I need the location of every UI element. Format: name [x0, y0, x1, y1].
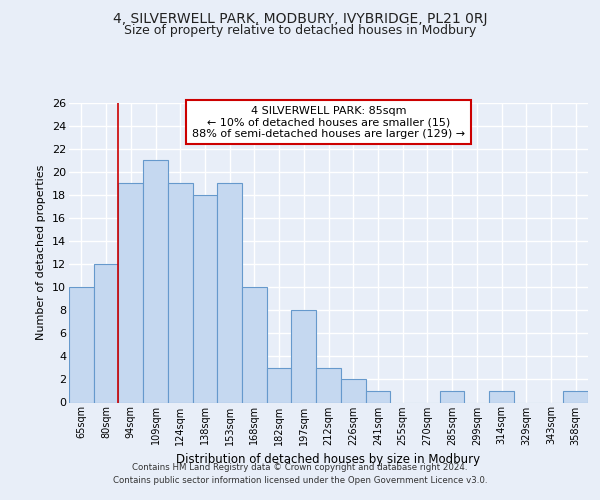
Text: Size of property relative to detached houses in Modbury: Size of property relative to detached ho… — [124, 24, 476, 37]
Text: Contains HM Land Registry data © Crown copyright and database right 2024.: Contains HM Land Registry data © Crown c… — [132, 462, 468, 471]
Bar — [94, 264, 118, 402]
Text: Contains public sector information licensed under the Open Government Licence v3: Contains public sector information licen… — [113, 476, 487, 485]
Bar — [341, 380, 365, 402]
Bar — [242, 287, 267, 403]
Bar — [193, 195, 217, 402]
Bar — [292, 310, 316, 402]
Bar — [365, 391, 390, 402]
Bar — [69, 287, 94, 403]
Bar — [489, 391, 514, 402]
Bar — [217, 184, 242, 402]
Bar — [563, 391, 588, 402]
Bar — [316, 368, 341, 402]
X-axis label: Distribution of detached houses by size in Modbury: Distribution of detached houses by size … — [176, 453, 481, 466]
Text: 4, SILVERWELL PARK, MODBURY, IVYBRIDGE, PL21 0RJ: 4, SILVERWELL PARK, MODBURY, IVYBRIDGE, … — [113, 12, 487, 26]
Bar — [143, 160, 168, 402]
Y-axis label: Number of detached properties: Number of detached properties — [37, 165, 46, 340]
Bar — [118, 184, 143, 402]
Bar — [168, 184, 193, 402]
Bar — [440, 391, 464, 402]
Text: 4 SILVERWELL PARK: 85sqm
← 10% of detached houses are smaller (15)
88% of semi-d: 4 SILVERWELL PARK: 85sqm ← 10% of detach… — [192, 106, 465, 138]
Bar — [267, 368, 292, 402]
